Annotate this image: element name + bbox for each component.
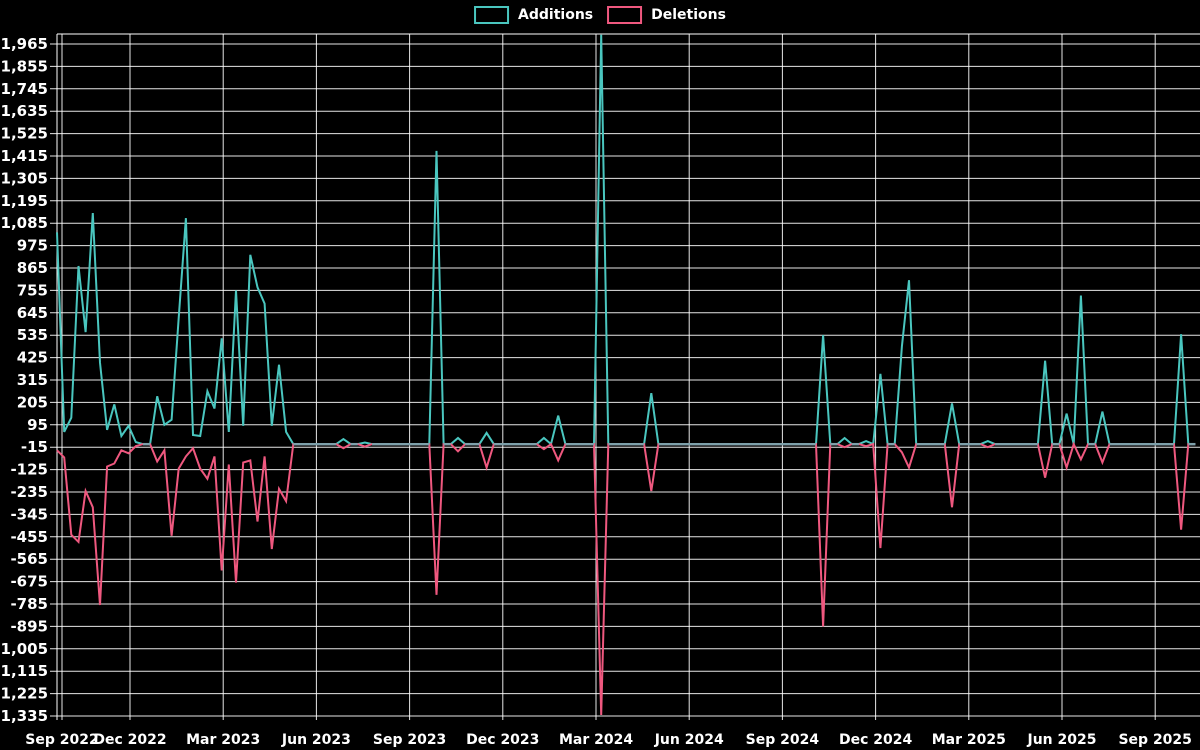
x-tick-label: Mar 2023 xyxy=(186,732,260,748)
y-tick-label: 1,965 xyxy=(1,35,48,53)
x-tick-label: Jun 2023 xyxy=(281,732,351,748)
legend-label-deletions: Deletions xyxy=(651,7,726,23)
y-tick-label: -15 xyxy=(21,438,48,456)
y-tick-label: 205 xyxy=(17,393,48,411)
y-tick-label: 95 xyxy=(27,416,48,434)
x-tick-label: Dec 2024 xyxy=(839,732,913,748)
y-tick-label: 1,085 xyxy=(1,214,48,232)
x-tick-label: Dec 2022 xyxy=(93,732,166,748)
y-axis-labels: 1,965 1,855 1,745 1,635 1,525 1,415 1,305 1,195… xyxy=(0,35,48,725)
deletions-series xyxy=(56,441,1196,716)
legend-item-deletions: Deletions xyxy=(607,6,726,24)
y-tick-label: -345 xyxy=(10,505,48,523)
chart-legend: Additions Deletions xyxy=(474,6,726,24)
legend-item-additions: Additions xyxy=(474,6,593,24)
y-tick-label: -565 xyxy=(10,550,48,568)
y-tick-label: -1,225 xyxy=(0,685,48,703)
x-tick-label: Sep 2025 xyxy=(1118,732,1191,748)
x-tick-label: Sep 2023 xyxy=(373,732,446,748)
y-tick-label: -1,005 xyxy=(0,640,48,658)
y-tick-label: 975 xyxy=(17,237,48,255)
x-tick-label: Sep 2024 xyxy=(746,732,820,748)
y-tick-label: -455 xyxy=(10,528,48,546)
y-tick-label: -895 xyxy=(10,617,48,635)
y-tick-label: -675 xyxy=(10,573,48,591)
y-tick-label: 535 xyxy=(17,326,48,344)
y-tick-label: 315 xyxy=(17,371,48,389)
y-tick-label: 645 xyxy=(17,304,48,322)
y-tick-label: -785 xyxy=(10,595,48,613)
additions-line xyxy=(56,34,1196,446)
y-tick-label: 1,745 xyxy=(1,80,48,98)
gridlines xyxy=(50,33,1200,720)
legend-label-additions: Additions xyxy=(518,7,594,23)
x-tick-label: Jun 2024 xyxy=(654,732,724,748)
x-tick-label: Dec 2023 xyxy=(466,732,539,748)
y-tick-label: -1,335 xyxy=(0,707,48,725)
additions-swatch-icon xyxy=(474,6,510,24)
y-tick-label: 425 xyxy=(17,349,48,367)
y-tick-label: 1,525 xyxy=(1,125,48,143)
y-tick-label: -235 xyxy=(10,483,48,501)
y-tick-label: 1,855 xyxy=(1,57,48,75)
y-tick-label: 755 xyxy=(17,281,48,299)
x-tick-label: Sep 2022 xyxy=(25,732,98,748)
y-tick-label: 1,415 xyxy=(1,147,48,165)
deletions-swatch-icon xyxy=(607,6,643,24)
y-tick-label: 1,305 xyxy=(1,169,48,187)
x-tick-label: Jun 2025 xyxy=(1027,732,1097,748)
x-tick-label: Mar 2025 xyxy=(932,732,1006,748)
additions-series xyxy=(56,34,1196,446)
y-tick-label: 1,195 xyxy=(1,192,48,210)
y-tick-label: -1,115 xyxy=(0,662,48,680)
y-tick-label: -125 xyxy=(10,461,48,479)
y-tick-label: 865 xyxy=(17,259,48,277)
deletions-line xyxy=(56,441,1196,716)
y-tick-label: 1,635 xyxy=(1,102,48,120)
x-tick-label: Mar 2024 xyxy=(559,732,633,748)
